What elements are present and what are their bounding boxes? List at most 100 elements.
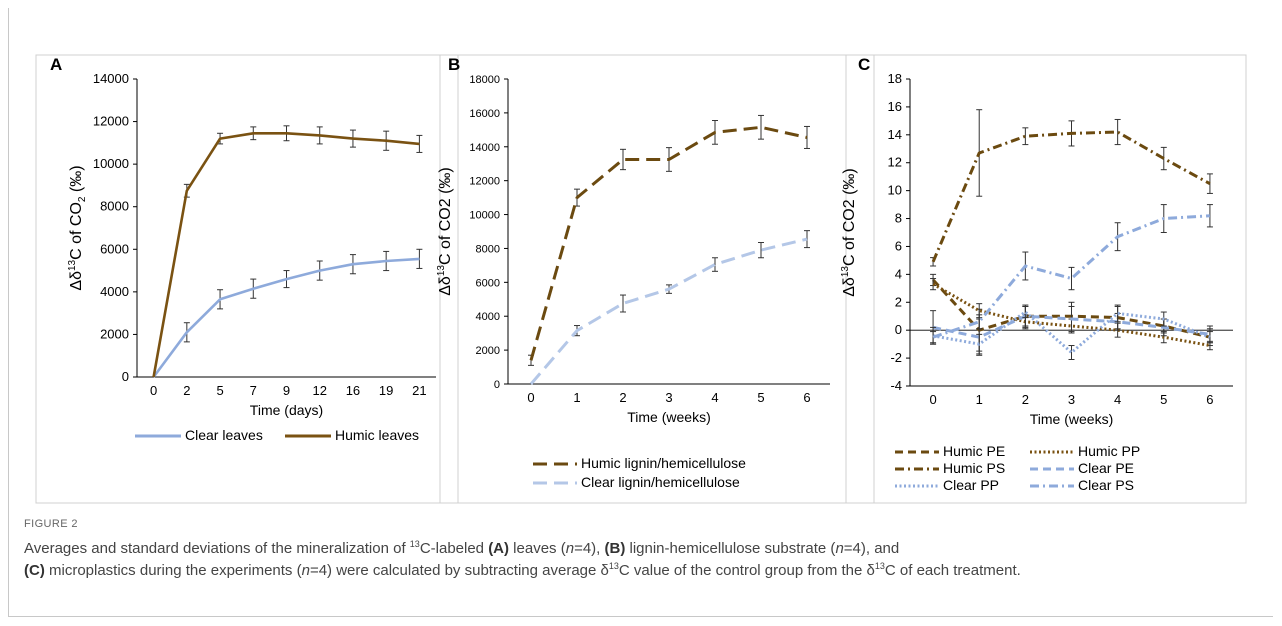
series-line — [529, 237, 808, 385]
y-axis-label-part: 13 — [67, 259, 78, 271]
y-tick-label: 10000 — [93, 156, 129, 171]
legend-label: Humic lignin/hemicellulose — [581, 455, 746, 471]
x-tick-label: 7 — [250, 383, 257, 398]
y-tick-label: 4000 — [476, 311, 500, 323]
y-tick-label: 2000 — [100, 326, 129, 341]
panel-label: B — [448, 55, 460, 74]
x-tick-label: 16 — [346, 383, 360, 398]
y-tick-label: 16 — [888, 99, 902, 114]
caption-panel-ref: (B) — [604, 540, 626, 557]
y-tick-label: 12000 — [93, 114, 129, 129]
x-tick-label: 6 — [1206, 392, 1213, 407]
caption-part: =4) were calculated by subtracting avera… — [309, 562, 609, 579]
caption-part: C-labeled — [419, 540, 489, 557]
caption-part: =4), — [574, 540, 605, 557]
y-tick-label: -2 — [890, 350, 902, 365]
x-tick-label: 0 — [929, 392, 936, 407]
y-axis-label-part: (‰) — [68, 165, 85, 196]
y-tick-label: 6000 — [476, 277, 500, 289]
caption-sup: 13 — [608, 561, 619, 571]
y-tick-label: 0 — [122, 369, 129, 384]
legend-label: Humic PE — [943, 443, 1005, 459]
y-tick-label: 4000 — [100, 284, 129, 299]
caption-part: leaves ( — [509, 540, 566, 557]
panel-frame — [439, 54, 875, 504]
y-tick-label: 8 — [895, 211, 902, 226]
x-tick-label: 4 — [1114, 392, 1121, 407]
x-tick-label: 21 — [412, 383, 426, 398]
y-tick-label: 2 — [895, 294, 902, 309]
caption-panel-ref: (A) — [488, 540, 510, 557]
y-axis-label-part: 2 — [77, 196, 88, 202]
series-line — [932, 310, 1211, 354]
x-tick-label: 1 — [573, 390, 580, 405]
y-axis-label: Δδ13C of CO2 (‰) — [840, 168, 858, 297]
series-line — [932, 282, 1211, 347]
x-tick-label: 5 — [757, 390, 764, 405]
series-line — [152, 257, 420, 378]
x-axis-label: Time (weeks) — [1030, 411, 1114, 427]
x-tick-label: 3 — [665, 390, 672, 405]
x-tick-label: 9 — [283, 383, 290, 398]
x-tick-label: 0 — [150, 383, 157, 398]
y-axis-label-part: C of CO — [68, 202, 85, 260]
x-tick-label: 2 — [619, 390, 626, 405]
panel-label: A — [50, 55, 62, 74]
y-tick-label: 12 — [888, 155, 902, 170]
panel-label: C — [858, 55, 870, 74]
y-tick-label: 8000 — [100, 199, 129, 214]
panel-frame — [35, 54, 459, 504]
y-tick-label: 12000 — [469, 176, 500, 188]
x-tick-label: 1 — [976, 392, 983, 407]
x-axis-label: Time (days) — [250, 402, 323, 418]
y-axis-label-part: 13 — [840, 266, 851, 278]
y-tick-label: 14000 — [469, 142, 500, 154]
caption-part: lignin-hemicellulose substrate ( — [625, 540, 836, 557]
series-line — [931, 130, 1211, 263]
y-tick-label: 8000 — [476, 243, 500, 255]
y-tick-label: 18 — [888, 71, 902, 86]
legend-label: Clear leaves — [185, 427, 263, 443]
y-tick-label: -4 — [890, 378, 902, 393]
chart-panel-b: B 0 2000 4000 6000 8000 10000 12000 14000 16000 18… — [436, 54, 875, 504]
y-tick-label: 4 — [895, 266, 902, 281]
legend-label: Clear PP — [943, 477, 999, 493]
figure-label: FIGURE 2 — [24, 518, 78, 530]
y-tick-label: 2000 — [476, 345, 500, 357]
x-tick-label: 4 — [711, 390, 718, 405]
legend-label: Humic leaves — [335, 427, 419, 443]
caption-panel-ref: (C) — [24, 562, 45, 579]
chart-panel-a: A 0 2000 4000 6000 8000 10000 12000 14000 0 2 5 7 9 12… — [35, 54, 459, 504]
caption-part: C value of the control group from the δ — [618, 562, 875, 579]
y-axis-label: Δδ13C of CO2 (‰) — [67, 165, 88, 290]
caption-part: Averages and standard deviations of the … — [24, 540, 410, 557]
x-tick-label: 2 — [1022, 392, 1029, 407]
x-tick-label: 3 — [1068, 392, 1075, 407]
caption-part: C of each treatment. — [884, 562, 1021, 579]
y-tick-label: 0 — [494, 379, 500, 391]
caption-sup: 13 — [409, 539, 420, 549]
y-tick-label: 6 — [895, 238, 902, 253]
figure-frame — [8, 8, 1273, 617]
x-tick-label: 6 — [803, 390, 810, 405]
y-axis-label-part: C of CO2 (‰) — [437, 167, 454, 265]
x-axis-label: Time (weeks) — [627, 409, 711, 425]
y-axis-label-part: C of CO2 (‰) — [841, 168, 858, 266]
series-line — [932, 314, 1211, 339]
caption-n: n — [835, 540, 844, 557]
legend-label: Clear lignin/hemicellulose — [581, 474, 740, 490]
series-line — [932, 214, 1210, 339]
legend-label: Clear PE — [1078, 460, 1134, 476]
y-tick-label: 14 — [888, 127, 902, 142]
figure-caption: Averages and standard deviations of the … — [24, 538, 1204, 582]
x-tick-label: 5 — [216, 383, 223, 398]
y-tick-label: 10 — [888, 183, 902, 198]
y-axis-label-part: Δδ — [68, 271, 85, 291]
caption-sup: 13 — [874, 561, 885, 571]
y-tick-label: 14000 — [93, 71, 129, 86]
y-tick-label: 16000 — [469, 108, 500, 120]
x-tick-label: 12 — [312, 383, 326, 398]
x-tick-label: 19 — [379, 383, 393, 398]
